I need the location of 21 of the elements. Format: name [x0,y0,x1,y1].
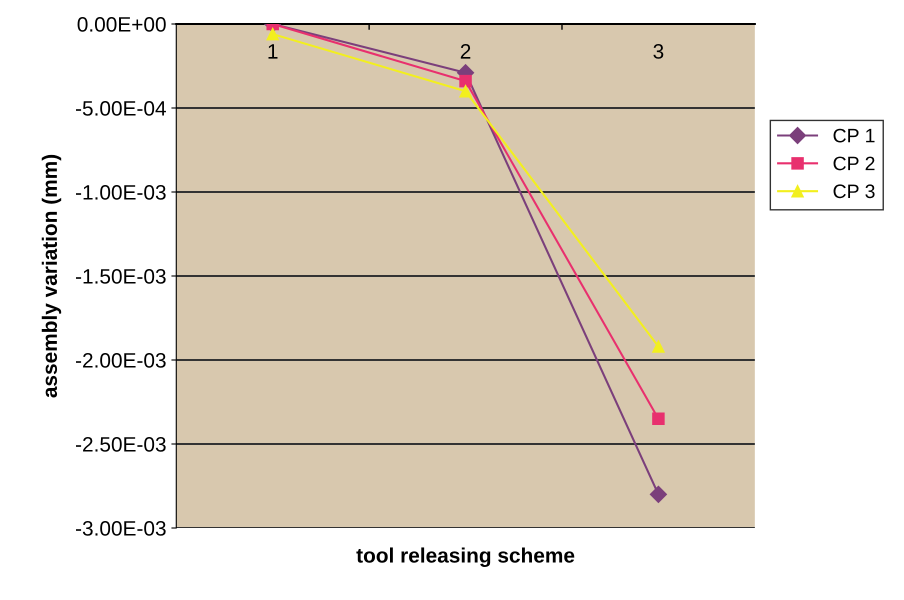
point [266,28,279,40]
point [650,486,667,503]
x-tick-label: 2 [460,44,470,59]
x-tick-label: 3 [653,44,664,59]
point [459,74,472,88]
x-axis-title: tool releasing scheme [356,547,574,567]
x-tick-label: 1 [268,44,278,59]
legend-label: CP 1 [834,128,875,142]
y-tick-label: -5.00E-04 [76,101,166,116]
y-tick-label: 0.00E+00 [78,17,166,32]
point [652,340,665,353]
y-tick-label: -2.50E-03 [76,437,166,452]
legend-label: CP 3 [834,184,875,198]
y-tick-label: -3.00E-03 [76,521,166,536]
point [652,412,665,426]
y-tick-label: -1.50E-03 [76,269,166,284]
point [459,84,472,98]
y-tick-label: -2.00E-03 [76,353,166,368]
y-axis-title: assembly variation (mm) [42,154,62,398]
y-tick-label: -1.00E-03 [76,185,166,200]
legend-label: CP 2 [834,156,874,170]
